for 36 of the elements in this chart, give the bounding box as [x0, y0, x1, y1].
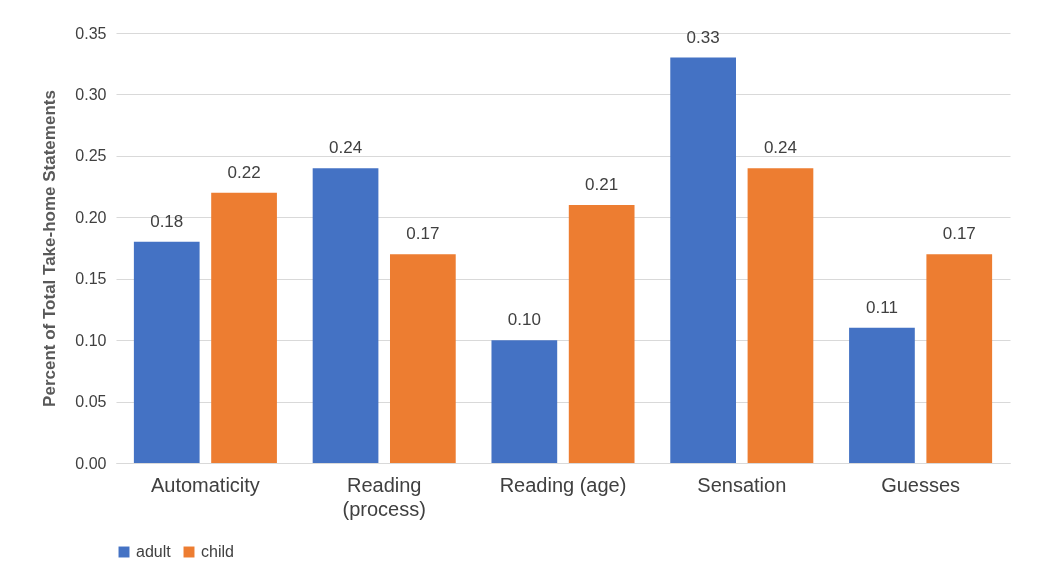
y-tick-label: 0.05: [75, 393, 107, 411]
y-tick-label: 0.00: [75, 454, 107, 472]
y-tick-label: 0.35: [75, 24, 107, 42]
data-label: 0.10: [507, 310, 541, 330]
data-label: 0.17: [406, 224, 440, 244]
data-label: 0.22: [227, 162, 261, 182]
data-label: 0.18: [150, 211, 184, 231]
data-label: 0.24: [328, 138, 363, 158]
data-label: 0.21: [585, 175, 619, 194]
x-tick-label: Sensation: [697, 473, 787, 496]
y-tick-label: 0.30: [75, 85, 107, 103]
bar: [849, 327, 915, 463]
bar: [133, 241, 200, 463]
bar: [670, 57, 736, 463]
x-tick-label: Reading (age): [499, 473, 627, 496]
data-label: 0.17: [942, 224, 976, 244]
data-label: 0.24: [763, 138, 798, 158]
bar: [926, 254, 993, 463]
data-label: 0.33: [686, 27, 720, 47]
y-tick-label: 0.20: [75, 208, 107, 226]
x-tick-label: Reading (process): [342, 473, 426, 520]
bar: [312, 168, 379, 463]
legend-label: adult: [136, 543, 172, 560]
bar: [747, 168, 814, 463]
y-tick-label: 0.25: [75, 147, 107, 165]
bar: [491, 340, 558, 463]
y-tick-label: 0.10: [75, 331, 107, 349]
x-tick-label: Guesses: [881, 473, 961, 496]
bar: [568, 205, 635, 463]
bar: [211, 192, 277, 463]
bar: [390, 254, 456, 463]
y-tick-label: 0.15: [75, 270, 107, 288]
y-axis-title: Percent of Total Take-home Statements: [40, 90, 60, 407]
x-tick-label: Automaticity: [150, 473, 260, 496]
legend-label: child: [201, 543, 234, 560]
data-label: 0.11: [866, 297, 898, 317]
